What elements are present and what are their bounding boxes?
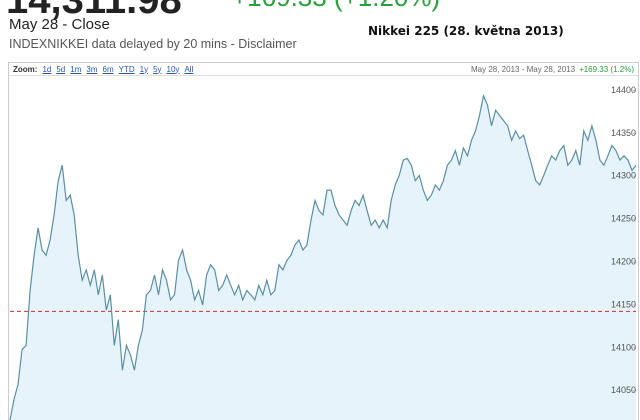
zoom-option[interactable]: 5d (56, 64, 66, 74)
source-note: INDEXNIKKEI data delayed by 20 mins - Di… (9, 37, 297, 51)
zoom-label: Zoom: (13, 64, 38, 74)
date-range: May 28, 2013 - May 28, 2013 (471, 64, 576, 74)
zoom-option[interactable]: 6m (102, 64, 114, 74)
y-tick-label: 14050 (611, 385, 636, 395)
zoom-option[interactable]: 3m (86, 64, 98, 74)
y-tick-label: 14250 (611, 214, 636, 224)
zoom-option[interactable]: 1m (70, 64, 82, 74)
price-line (9, 93, 637, 420)
y-tick-label: 14350 (611, 128, 636, 138)
y-tick-label: 14100 (611, 342, 636, 352)
zoom-option[interactable]: All (184, 64, 194, 74)
y-tick-label: 14150 (611, 299, 636, 309)
y-tick-label: 14400 (611, 85, 636, 95)
chart-label: Nikkei 225 (28. května 2013) (368, 24, 564, 38)
zoom-option[interactable]: YTD (118, 64, 135, 74)
range-change: +169.33 (1.2%) (579, 64, 634, 74)
zoom-option[interactable]: 10y (166, 64, 180, 74)
y-tick-label: 14300 (611, 171, 636, 181)
price-change: +169.33 (+1.20%) (232, 0, 440, 13)
area-fill (10, 95, 636, 420)
y-tick-label: 14200 (611, 257, 636, 267)
toolbar: Zoom: 1d 5d 1m 3m 6m YTD 1y 5y 10y All May 28, 201… (8, 62, 639, 76)
date-label: May 28 - Close (9, 16, 110, 33)
price: 14,311.98 (6, 0, 182, 22)
zoom-option[interactable]: 1y (139, 64, 149, 74)
zoom-option[interactable]: 1d (42, 64, 52, 74)
zoom-option[interactable]: 5y (153, 64, 162, 74)
